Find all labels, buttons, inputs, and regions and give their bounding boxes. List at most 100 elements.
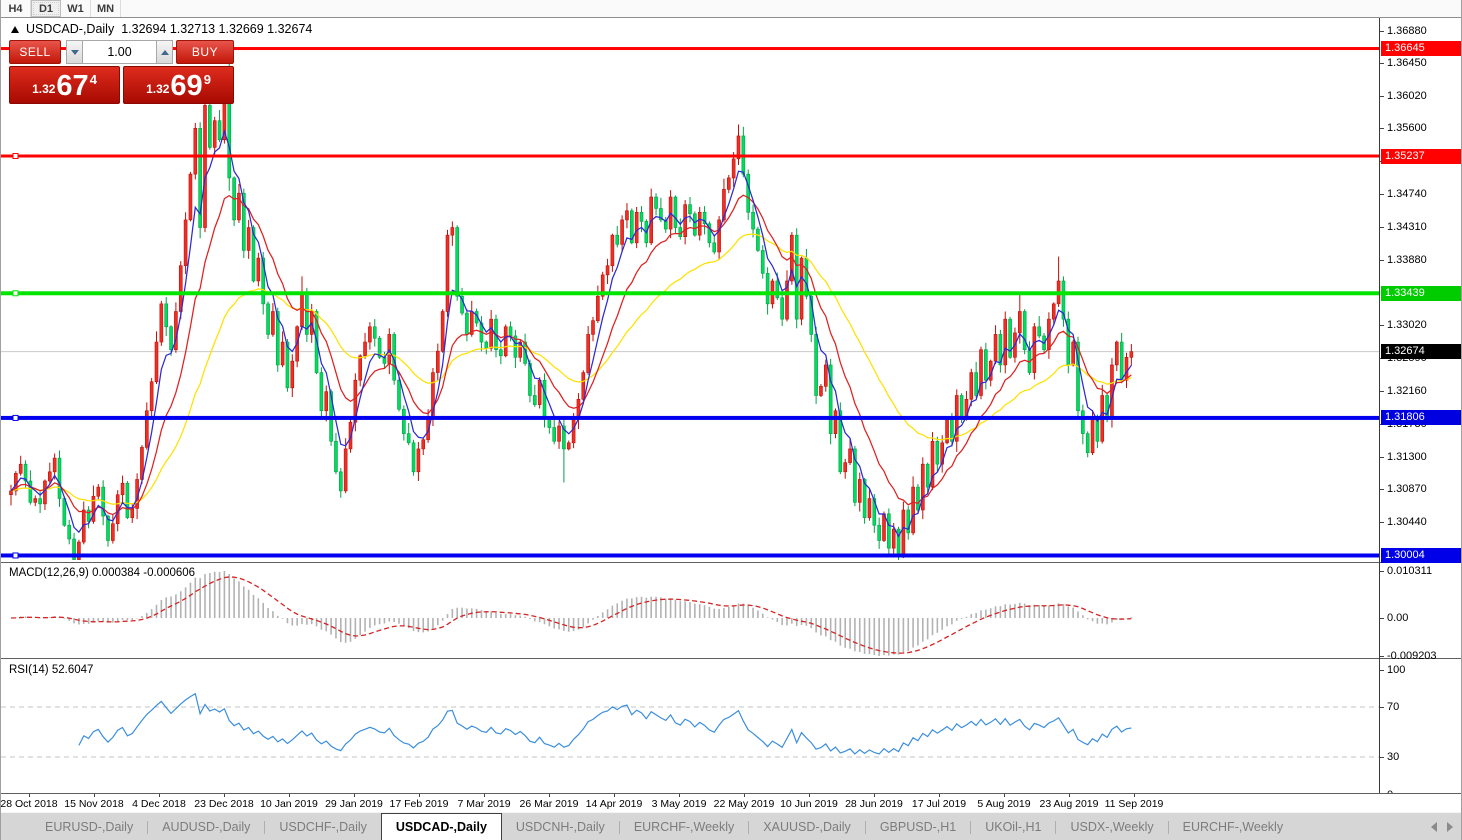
tab-divider (864, 821, 866, 834)
price-tick-label: 1.33880 (1387, 253, 1427, 266)
macd-name: MACD(12,26,9) (9, 567, 89, 579)
price-tick-label: 1.34740 (1387, 187, 1427, 200)
sell-button[interactable]: SELL (9, 40, 61, 64)
macd-tick-dash (1379, 656, 1384, 657)
price-badge-1-36645: 1.36645 (1381, 41, 1461, 57)
tab-divider (1055, 821, 1057, 834)
date-tick (1134, 794, 1135, 797)
tab-divider (147, 821, 149, 834)
timeframe-button-d1[interactable]: D1 (31, 0, 61, 17)
date-label: 5 Aug 2019 (977, 798, 1031, 810)
date-label: 10 Jun 2019 (780, 798, 838, 810)
macd-tick-dash (1379, 618, 1384, 619)
date-label: 11 Sep 2019 (1104, 798, 1164, 810)
tab-eurchf-weekly[interactable]: EURCHF-,Weekly (633, 820, 735, 834)
price-tick-label: 1.30440 (1387, 516, 1427, 529)
price-tick-dash (1379, 325, 1384, 327)
tab-divider (1167, 821, 1169, 834)
macd-tick-label: -0.009203 (1387, 650, 1437, 662)
date-axis[interactable]: 28 Oct 2018 15 Nov 2018 4 Dec 2018 23 Dec 2… (0, 793, 1461, 812)
date-label: 28 Oct 2018 (0, 798, 58, 810)
buy-button[interactable]: BUY (176, 40, 234, 64)
timeframe-toolbar: H4 D1 W1 MN (1, 0, 1461, 18)
price-tick-label: 1.30870 (1387, 483, 1427, 496)
sell-price-small: 1.32 (32, 82, 56, 96)
tab-gbpusd-h1[interactable]: GBPUSD-,H1 (879, 820, 957, 834)
tab-usdcnh-daily[interactable]: USDCNH-,Daily (515, 820, 605, 834)
date-label: 23 Aug 2019 (1039, 798, 1099, 810)
price-chart-canvas[interactable] (1, 18, 1462, 562)
rsi-chart-canvas[interactable] (1, 660, 1462, 793)
price-badge-1-30004: 1.30004 (1381, 547, 1461, 563)
price-tick-dash (1379, 128, 1384, 130)
timeframe-button-mn[interactable]: MN (91, 0, 122, 17)
buy-price-box[interactable]: 1.32 69 9 (123, 66, 234, 104)
date-label: 29 Jan 2019 (325, 798, 383, 810)
tab-audusd-daily[interactable]: AUDUSD-,Daily (162, 820, 251, 834)
price-tick-label: 1.36880 (1387, 24, 1427, 37)
date-tick (549, 794, 550, 797)
buy-price-big: 69 (170, 70, 203, 102)
pane-separator (1, 562, 1461, 564)
sell-price-sup: 4 (89, 72, 97, 87)
rsi-tick-label: 100 (1387, 663, 1406, 676)
price-tick-label: 1.32160 (1387, 384, 1427, 397)
rsi-name: RSI(14) (9, 664, 49, 676)
axis-border (1379, 18, 1380, 793)
tab-xauusd-daily[interactable]: XAUUSD-,Daily (763, 820, 851, 834)
macd-tick-label: 0.010311 (1387, 565, 1433, 577)
volume-input[interactable] (83, 40, 156, 64)
timeframe-button-w1[interactable]: W1 (61, 0, 91, 17)
macd-chart-canvas[interactable] (1, 564, 1462, 659)
chart-window: USDCAD-,Daily 1.32694 1.32713 1.32669 1.… (0, 18, 1462, 840)
price-tick-label: 1.35600 (1387, 122, 1427, 135)
chart-tab-bar: EURUSD-,Daily AUDUSD-,Daily USDCHF-,Daily U… (1, 812, 1461, 840)
chevron-up-icon (160, 49, 169, 55)
date-tick (354, 794, 355, 797)
tab-usdchf-daily[interactable]: USDCHF-,Daily (279, 820, 367, 834)
tabs-scroll-right-icon[interactable] (1447, 821, 1453, 832)
tab-divider (264, 821, 266, 834)
sell-price-big: 67 (56, 70, 89, 102)
price-tick-label: 1.36020 (1387, 90, 1427, 103)
date-tick (159, 794, 160, 797)
sell-price-box[interactable]: 1.32 67 4 (9, 66, 120, 104)
tab-scroll-arrows (1431, 813, 1461, 840)
price-tick-label: 1.34310 (1387, 220, 1427, 233)
date-tick (874, 794, 875, 797)
tab-eurusd-daily[interactable]: EURUSD-,Daily (45, 820, 134, 834)
symbol-collapse-triangle-icon[interactable] (11, 25, 19, 33)
date-tick (1069, 794, 1070, 797)
date-label: 23 Dec 2018 (194, 798, 254, 810)
date-label: 7 Mar 2019 (457, 798, 511, 810)
rsi-tick-label: 70 (1387, 701, 1400, 713)
volume-increase-button[interactable] (156, 40, 173, 64)
date-label: 28 Jun 2019 (845, 798, 903, 810)
tab-usdcad-daily[interactable]: USDCAD-,Daily (380, 813, 502, 840)
date-label: 10 Jan 2019 (260, 798, 318, 810)
timeframe-button-h4[interactable]: H4 (1, 0, 31, 17)
date-label: 14 Apr 2019 (585, 798, 643, 810)
price-tick-dash (1379, 193, 1384, 195)
rsi-tick-dash (1379, 669, 1384, 671)
price-badge-1-33439: 1.33439 (1381, 285, 1461, 301)
price-tick-dash (1379, 96, 1384, 98)
price-tick-dash (1379, 226, 1384, 228)
volume-decrease-button[interactable] (66, 40, 83, 64)
price-tick-dash (1379, 30, 1384, 32)
tab-ukoil-h1[interactable]: UKOil-,H1 (985, 820, 1042, 834)
date-tick (939, 794, 940, 797)
date-tick (419, 794, 420, 797)
date-tick (289, 794, 290, 797)
tab-divider (748, 821, 750, 834)
date-tick (94, 794, 95, 797)
price-tick-dash (1379, 456, 1384, 458)
tab-eurchf-weekly[interactable]: EURCHF-,Weekly (1182, 820, 1284, 834)
price-tick-dash (1379, 390, 1384, 392)
price-badge-1-31806: 1.31806 (1381, 410, 1461, 426)
tabs-scroll-left-icon[interactable] (1431, 821, 1437, 832)
tab-usdx-weekly[interactable]: USDX-,Weekly (1070, 820, 1154, 834)
price-tick-dash (1379, 63, 1384, 65)
macd-tick-label: 0.00 (1387, 612, 1409, 624)
